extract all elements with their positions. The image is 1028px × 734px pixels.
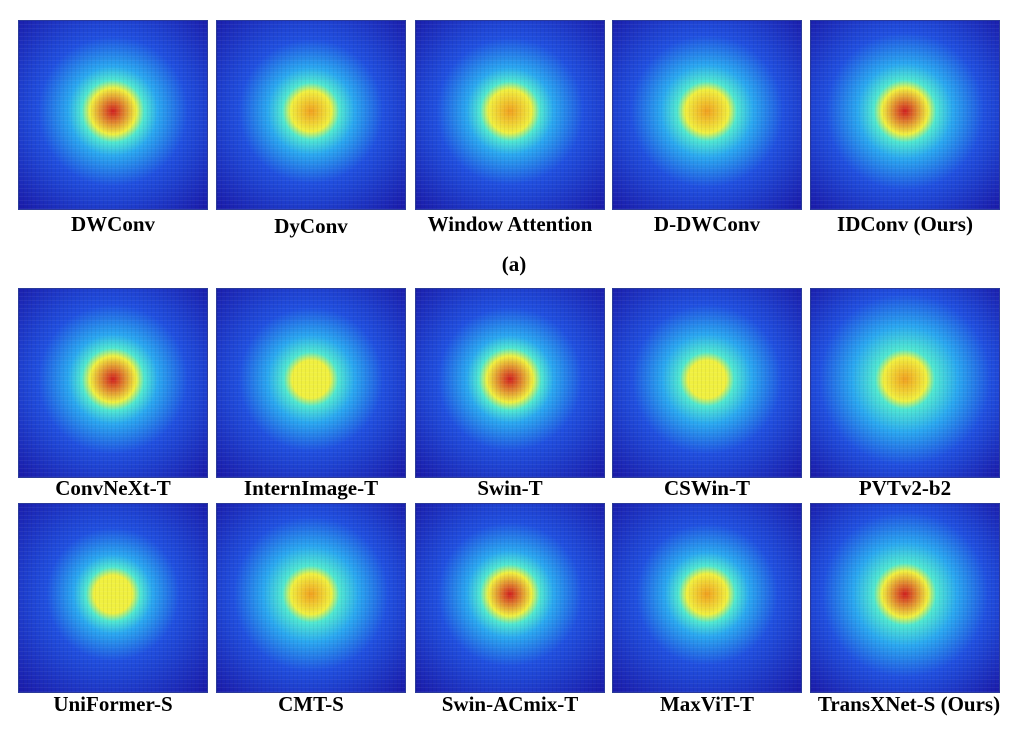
heatmap-dyconv: [216, 20, 406, 210]
label-cswin-t: CSWin-T: [664, 476, 750, 500]
label-transxnet-s: TransXNet-S (Ours): [817, 692, 1001, 716]
heatmap-swin-acmix-t: [415, 503, 605, 693]
heatmap-maxvit-t: [612, 503, 802, 693]
label-swin-acmix-t: Swin-ACmix-T: [441, 692, 579, 716]
heatmap-d-dwconv: [612, 20, 802, 210]
label-idconv: IDConv (Ours): [837, 212, 973, 236]
heatmap-window-attention: [415, 20, 605, 210]
heatmap-pvtv2-b2: [810, 288, 1000, 478]
heatmap-dwconv: [18, 20, 208, 210]
label-window-attention: Window Attention: [427, 212, 593, 236]
label-pvtv2-b2: PVTv2-b2: [858, 476, 952, 500]
label-maxvit-t: MaxViT-T: [659, 692, 755, 716]
label-cmt-s: CMT-S: [278, 692, 344, 716]
heatmap-convnext-t: [18, 288, 208, 478]
heatmap-swin-t: [415, 288, 605, 478]
label-swin-t: Swin-T: [477, 476, 543, 500]
subfigure-caption-a: (a): [501, 252, 527, 276]
heatmap-internimage-t: [216, 288, 406, 478]
heatmap-transxnet-s: [810, 503, 1000, 693]
label-convnext-t: ConvNeXt-T: [55, 476, 171, 500]
heatmap-cswin-t: [612, 288, 802, 478]
label-uniformer-s: UniFormer-S: [53, 692, 173, 716]
label-dyconv: DyConv: [274, 214, 348, 238]
label-d-dwconv: D-DWConv: [653, 212, 761, 236]
heatmap-cmt-s: [216, 503, 406, 693]
heatmap-idconv: [810, 20, 1000, 210]
label-dwconv: DWConv: [70, 212, 155, 236]
heatmap-uniformer-s: [18, 503, 208, 693]
label-internimage-t: InternImage-T: [243, 476, 379, 500]
